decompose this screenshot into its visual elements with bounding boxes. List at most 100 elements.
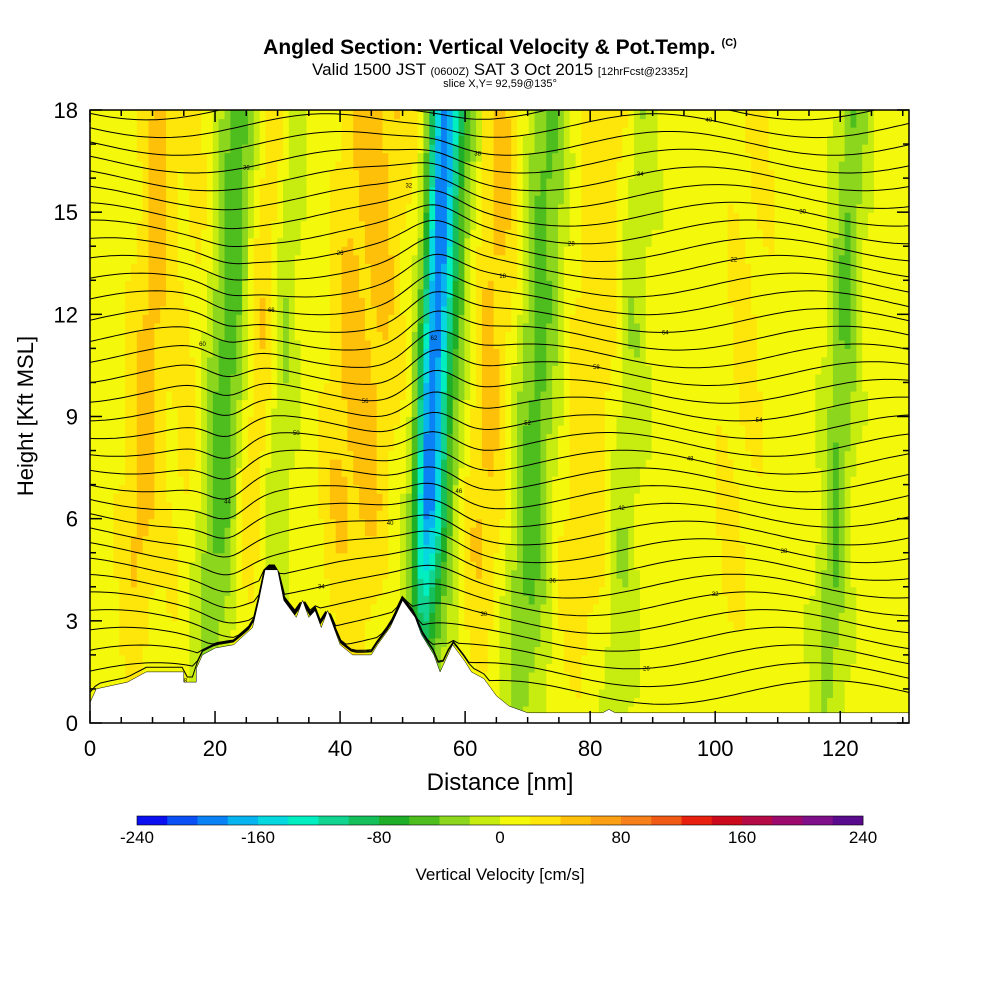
- velocity-cell: [183, 493, 191, 503]
- velocity-cell: [441, 178, 448, 188]
- velocity-cell: [183, 348, 191, 358]
- velocity-cell: [306, 161, 313, 171]
- velocity-cell: [154, 586, 161, 596]
- velocity-cell: [394, 339, 401, 349]
- velocity-cell: [201, 416, 208, 426]
- velocity-cell: [166, 348, 173, 358]
- velocity-cell: [329, 331, 337, 341]
- velocity-cell: [417, 331, 425, 341]
- velocity-cell: [359, 459, 366, 469]
- velocity-cell: [441, 161, 448, 171]
- velocity-cell: [195, 144, 202, 154]
- velocity-cell: [195, 305, 202, 315]
- velocity-cell: [154, 442, 161, 452]
- velocity-cell: [417, 152, 425, 162]
- velocity-cell: [212, 416, 220, 426]
- velocity-cell: [283, 535, 290, 545]
- velocity-cell: [306, 416, 313, 426]
- velocity-cell: [417, 442, 425, 452]
- velocity-cell: [119, 280, 126, 290]
- velocity-cell: [359, 220, 366, 230]
- velocity-cell: [370, 535, 378, 545]
- velocity-cell: [341, 178, 348, 188]
- velocity-cell: [107, 407, 114, 418]
- velocity-cell: [441, 450, 448, 460]
- velocity-cell: [253, 246, 261, 256]
- velocity-cell: [201, 220, 208, 230]
- velocity-cell: [394, 561, 401, 571]
- velocity-cell: [481, 169, 489, 179]
- velocity-cell: [411, 254, 419, 264]
- velocity-cell: [259, 135, 267, 145]
- velocity-cell: [370, 603, 378, 613]
- velocity-cell: [329, 535, 337, 545]
- velocity-cell: [95, 484, 103, 494]
- velocity-cell: [283, 178, 290, 188]
- velocity-cell: [388, 561, 395, 571]
- velocity-cell: [458, 186, 465, 196]
- velocity-cell: [312, 305, 319, 315]
- velocity-cell: [294, 169, 302, 179]
- velocity-cell: [95, 620, 103, 630]
- velocity-cell: [476, 484, 483, 494]
- velocity-cell: [125, 646, 132, 656]
- velocity-cell: [230, 569, 237, 579]
- velocity-cell: [347, 135, 354, 145]
- velocity-cell: [95, 425, 103, 435]
- velocity-cell: [376, 339, 384, 349]
- velocity-cell: [130, 654, 138, 664]
- velocity-cell: [353, 501, 360, 511]
- velocity-cell: [177, 501, 185, 511]
- velocity-cell: [113, 212, 120, 222]
- velocity-cell: [218, 544, 226, 554]
- velocity-cell: [195, 595, 202, 605]
- velocity-cell: [435, 493, 442, 503]
- velocity-cell: [329, 161, 337, 171]
- velocity-cell: [189, 365, 196, 375]
- velocity-cell: [177, 237, 185, 247]
- velocity-cell: [265, 220, 272, 230]
- velocity-cell: [481, 356, 489, 367]
- velocity-cell: [259, 484, 267, 494]
- velocity-cell: [265, 416, 272, 426]
- velocity-cell: [394, 212, 401, 222]
- velocity-cell: [148, 433, 155, 443]
- velocity-cell: [388, 186, 395, 196]
- velocity-cell: [154, 569, 161, 579]
- velocity-cell: [136, 586, 144, 596]
- velocity-cell: [195, 629, 202, 639]
- velocity-cell: [271, 450, 278, 460]
- velocity-cell: [224, 212, 231, 222]
- velocity-cell: [335, 356, 343, 367]
- velocity-cell: [306, 390, 313, 401]
- velocity-cell: [130, 263, 138, 273]
- velocity-cell: [236, 110, 243, 120]
- velocity-cell: [195, 220, 202, 230]
- velocity-cell: [341, 186, 348, 196]
- velocity-cell: [446, 144, 454, 154]
- velocity-cell: [476, 518, 483, 528]
- velocity-cell: [101, 152, 109, 162]
- velocity-cell: [306, 586, 313, 596]
- velocity-cell: [271, 288, 278, 298]
- velocity-cell: [177, 161, 185, 171]
- velocity-cell: [177, 603, 185, 613]
- velocity-cell: [277, 161, 284, 171]
- velocity-cell: [283, 229, 290, 239]
- velocity-cell: [253, 450, 261, 460]
- velocity-cell: [411, 246, 419, 256]
- velocity-cell: [423, 373, 430, 384]
- velocity-cell: [481, 271, 489, 281]
- velocity-cell: [130, 339, 138, 349]
- velocity-cell: [335, 467, 343, 477]
- velocity-cell: [400, 305, 407, 315]
- velocity-cell: [148, 501, 155, 511]
- velocity-cell: [207, 229, 214, 239]
- velocity-cell: [236, 365, 243, 375]
- chart-title: Angled Section: Vertical Velocity & Pot.…: [0, 36, 1000, 60]
- velocity-cell: [95, 561, 103, 571]
- velocity-cell: [119, 110, 126, 120]
- velocity-cell: [201, 263, 208, 273]
- velocity-cell: [154, 152, 161, 162]
- velocity-cell: [288, 110, 296, 120]
